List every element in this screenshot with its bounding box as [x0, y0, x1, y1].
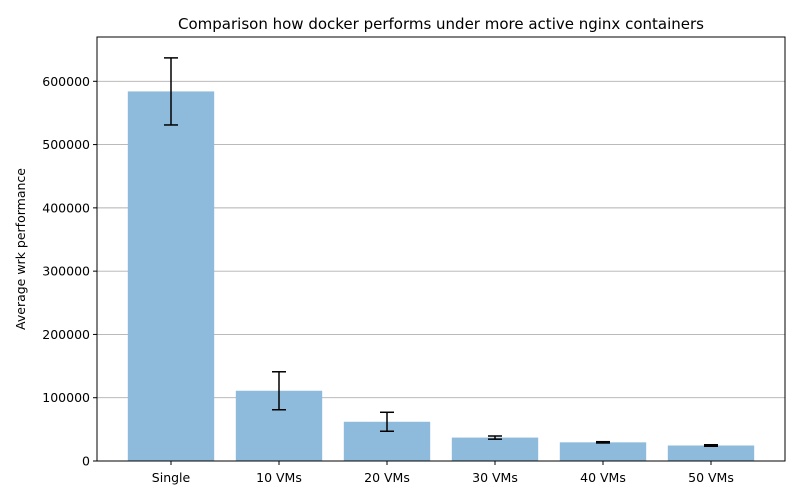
- axes: [93, 36, 786, 465]
- bar: [127, 91, 215, 461]
- y-tick-label: 500000: [42, 137, 90, 152]
- chart-title: Comparison how docker performs under mor…: [178, 15, 704, 33]
- y-tick-label: 600000: [42, 74, 90, 89]
- y-axis-label: Average wrk performance: [13, 168, 28, 330]
- bar: [559, 442, 647, 461]
- x-tick-label: 50 VMs: [688, 470, 734, 485]
- y-tick-label: 100000: [42, 390, 90, 405]
- x-tick-label: 10 VMs: [256, 470, 302, 485]
- y-tick-label: 300000: [42, 264, 90, 279]
- error-bars: [164, 57, 718, 448]
- bar: [667, 445, 755, 461]
- bar: [451, 437, 539, 461]
- y-tick-label: 0: [82, 454, 90, 469]
- x-tick-labels: Single 10 VMs 20 VMs 30 VMs 40 VMs 50 VMs: [152, 470, 734, 485]
- y-tick-label: 400000: [42, 200, 90, 215]
- x-tick-label: 40 VMs: [580, 470, 626, 485]
- x-tick-label: Single: [152, 470, 191, 485]
- bars: [127, 91, 755, 461]
- plot-frame: [96, 36, 786, 462]
- y-tick-label: 200000: [42, 327, 90, 342]
- y-tick-labels: 0 100000 200000 300000 400000 500000 600000: [42, 74, 90, 469]
- x-tick-label: 20 VMs: [364, 470, 410, 485]
- x-tick-label: 30 VMs: [472, 470, 518, 485]
